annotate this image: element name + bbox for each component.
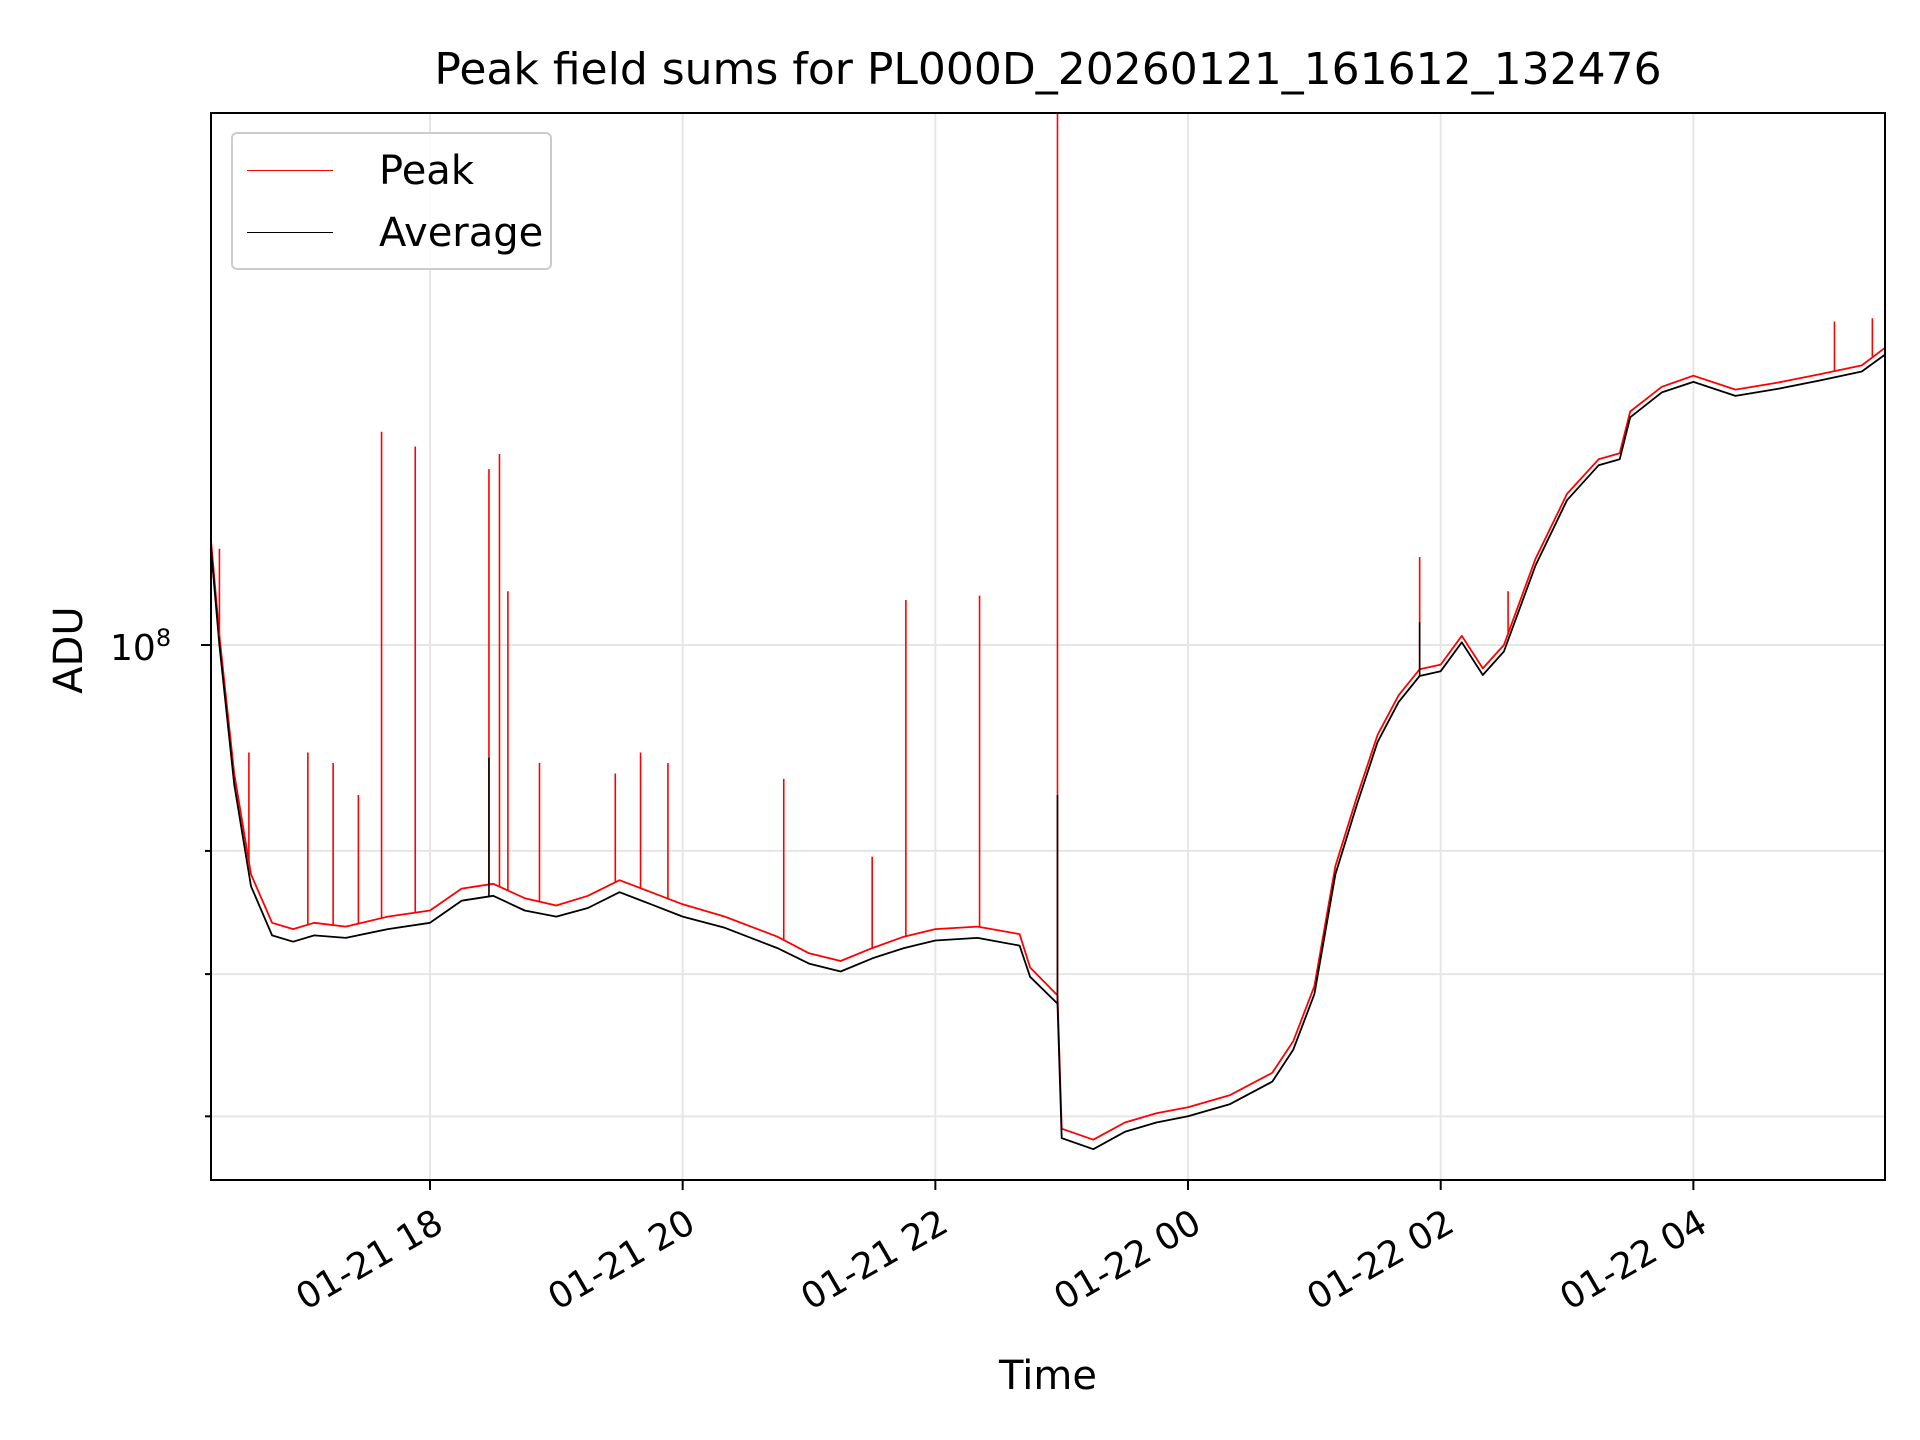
legend-swatch-peak (247, 170, 333, 171)
y-axis-label: ADU (46, 606, 92, 694)
legend-item-average: Average (247, 211, 547, 255)
series-group (211, 113, 1885, 1151)
legend-swatch-average (247, 232, 333, 233)
legend-label-peak: Peak (379, 148, 474, 194)
plot-area (211, 113, 1885, 1151)
axis-ticks (201, 644, 1695, 1190)
y-tick-exponent: 8 (155, 624, 172, 652)
average-series-line (211, 353, 1885, 1151)
plot-background (211, 113, 1885, 1180)
axes-frame (210, 112, 1886, 1181)
x-axis-label: Time (999, 1353, 1097, 1399)
legend-item-peak: Peak (247, 149, 547, 193)
y-tick-base: 10 (110, 628, 156, 669)
legend: Peak Average (231, 132, 552, 270)
chart-title: Peak field sums for PL000D_20260121_1616… (434, 44, 1662, 95)
legend-label-average: Average (379, 210, 544, 256)
grid-lines (211, 113, 1885, 1180)
y-tick-label: 108 (110, 618, 171, 669)
